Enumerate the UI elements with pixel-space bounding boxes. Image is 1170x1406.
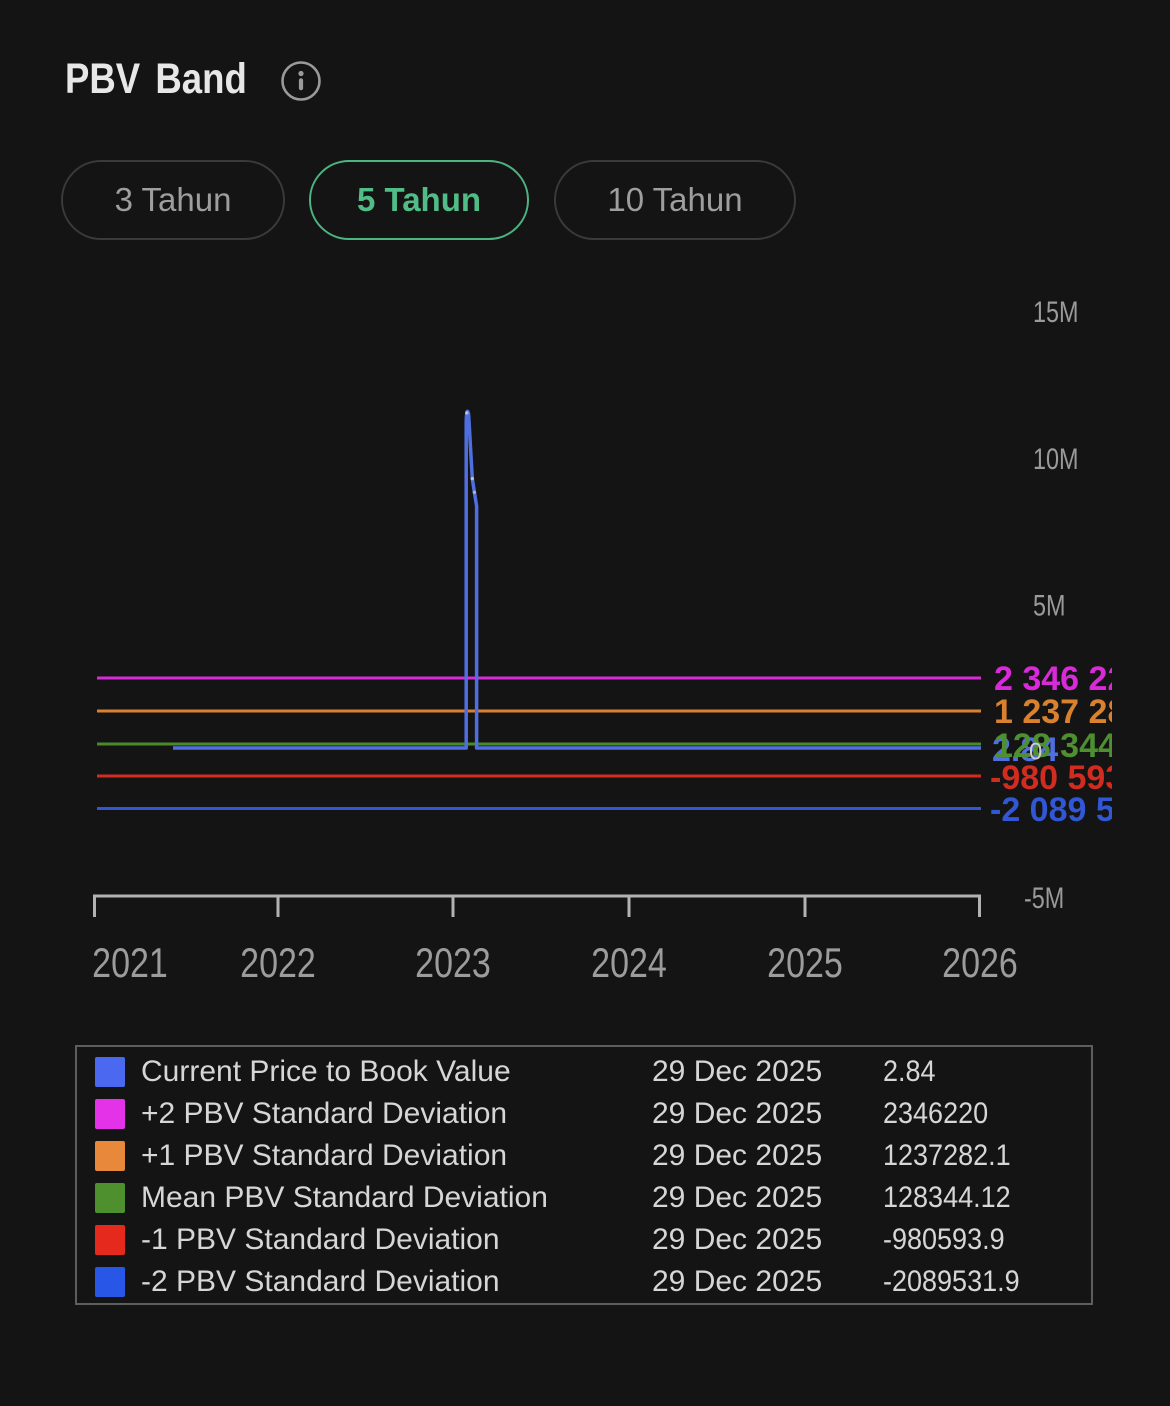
svg-text:15M: 15M xyxy=(1033,295,1079,328)
svg-text:2 346 220: 2 346 220 xyxy=(994,660,1112,698)
svg-text:2024: 2024 xyxy=(591,940,667,987)
svg-text:5M: 5M xyxy=(1033,589,1065,622)
svg-text:2022: 2022 xyxy=(240,940,316,987)
svg-text:1 237 282.1: 1 237 282.1 xyxy=(994,693,1112,731)
svg-text:-980 593.9: -980 593.9 xyxy=(990,759,1112,797)
svg-text:2026: 2026 xyxy=(942,940,1018,987)
svg-text:2023: 2023 xyxy=(415,940,491,987)
svg-text:2.84: 2.84 xyxy=(992,731,1058,769)
svg-text:2025: 2025 xyxy=(767,940,843,987)
svg-text:-5M: -5M xyxy=(1024,881,1064,914)
svg-text:10M: 10M xyxy=(1033,442,1079,475)
svg-text:128 344.12: 128 344.12 xyxy=(994,727,1112,765)
svg-text:-2 089 531.9: -2 089 531.9 xyxy=(990,791,1112,829)
svg-text:2021: 2021 xyxy=(92,940,168,987)
svg-text:0: 0 xyxy=(1029,739,1042,766)
